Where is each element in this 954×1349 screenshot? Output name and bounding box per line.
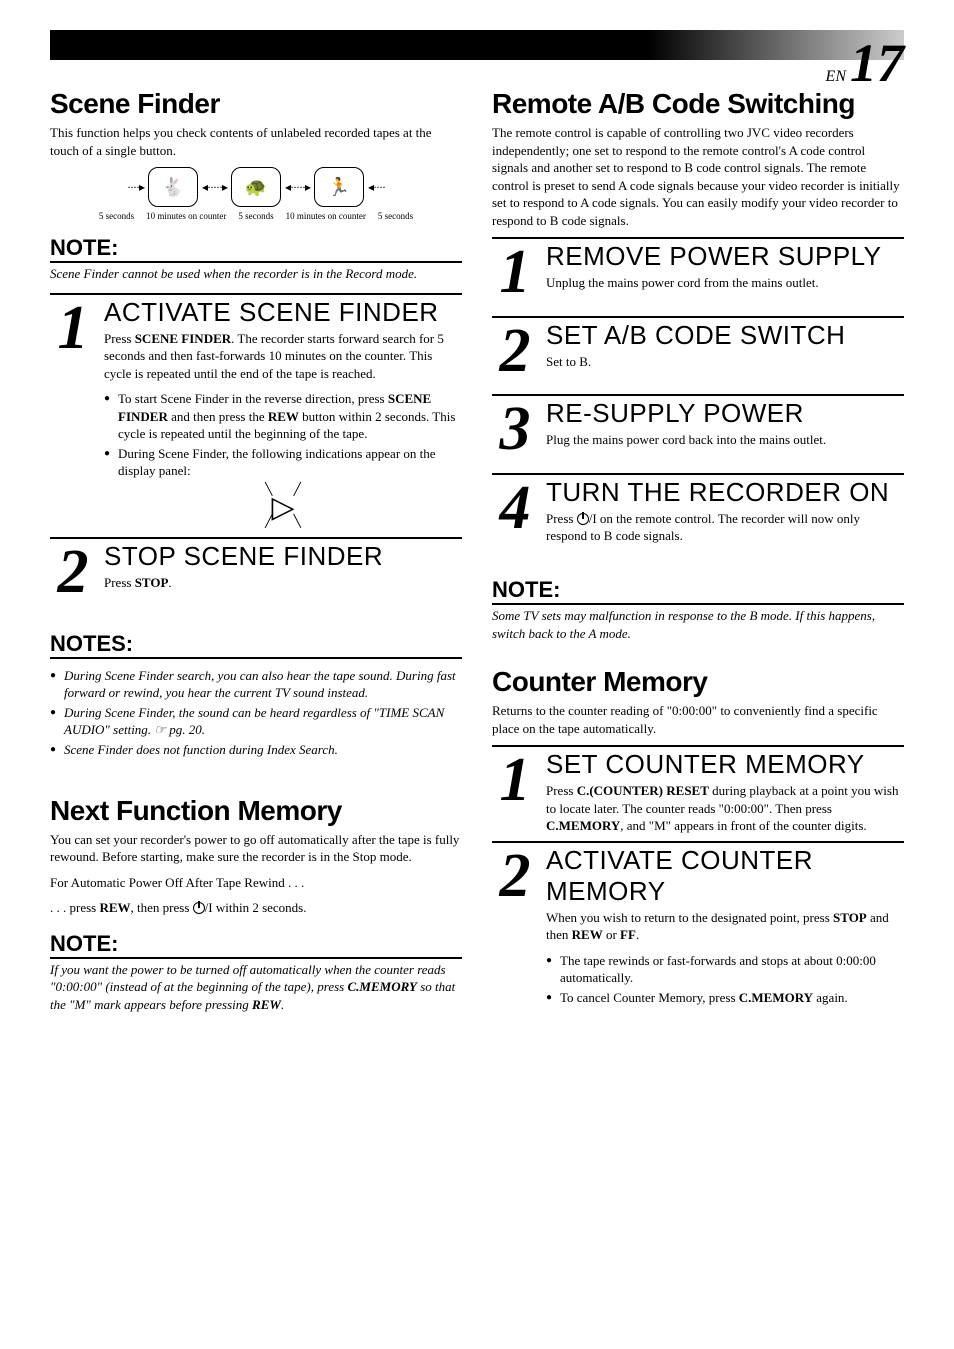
step-remove-power: 1 REMOVE POWER SUPPLY Unplug the mains p… [492, 237, 904, 310]
note-body: Some TV sets may malfunction in response… [492, 607, 904, 642]
step-number: 2 [492, 324, 538, 389]
step-title: TURN THE RECORDER ON [546, 477, 904, 508]
page-lang: EN [826, 68, 846, 85]
step-number: 2 [50, 545, 96, 601]
step-body: Press C.(COUNTER) RESET during playback … [546, 782, 904, 835]
scene-finder-intro: This function helps you check contents o… [50, 124, 462, 159]
step-number: 1 [492, 753, 538, 835]
diagram-label: 5 seconds [238, 211, 273, 221]
notes-list: During Scene Finder search, you can also… [50, 667, 462, 759]
step-stop-scene-finder: 2 STOP SCENE FINDER Press STOP. [50, 537, 462, 601]
note-body: Scene Finder cannot be used when the rec… [50, 265, 462, 283]
step-body: Press STOP. [104, 574, 462, 592]
remote-ab-intro: The remote control is capable of control… [492, 124, 904, 229]
step-title: SET COUNTER MEMORY [546, 749, 904, 780]
step-number: 1 [492, 245, 538, 310]
next-function-title: Next Function Memory [50, 795, 462, 827]
step-body: When you wish to return to the designate… [546, 909, 904, 944]
play-indicator-icon: ╲ ╱ ▷ ╱ ╲ [104, 490, 462, 525]
next-function-line2: For Automatic Power Off After Tape Rewin… [50, 874, 462, 892]
step-title: ACTIVATE COUNTER MEMORY [546, 845, 904, 907]
note-body: If you want the power to be turned off a… [50, 961, 462, 1014]
note-item: Scene Finder does not function during In… [50, 741, 462, 759]
note-item: During Scene Finder search, you can also… [50, 667, 462, 702]
notes-heading: NOTES: [50, 631, 462, 659]
page-num-value: 17 [850, 33, 904, 93]
step-activate-scene-finder: 1 ACTIVATE SCENE FINDER Press SCENE FIND… [50, 293, 462, 531]
counter-memory-intro: Returns to the counter reading of "0:00:… [492, 702, 904, 737]
step-title: ACTIVATE SCENE FINDER [104, 297, 462, 328]
diagram-arrow: ◂·····▸ [202, 180, 227, 195]
note-heading: NOTE: [50, 931, 462, 959]
scene-finder-diagram: ····▸ 🐇 ◂·····▸ 🐢 ◂·····▸ 🏃 ◂···· 5 seco… [70, 167, 442, 221]
diagram-label: 10 minutes on counter [286, 211, 366, 221]
step-bullets: The tape rewinds or fast-forwards and st… [546, 952, 904, 1007]
bullet-item: The tape rewinds or fast-forwards and st… [546, 952, 904, 987]
step-title: STOP SCENE FINDER [104, 541, 462, 572]
power-icon [577, 513, 589, 525]
note-item: During Scene Finder, the sound can be he… [50, 704, 462, 739]
step-number: 3 [492, 402, 538, 467]
step-set-counter-memory: 1 SET COUNTER MEMORY Press C.(COUNTER) R… [492, 745, 904, 835]
note-heading: NOTE: [50, 235, 462, 263]
step-title: REMOVE POWER SUPPLY [546, 241, 904, 272]
page-number: EN 17 [826, 32, 904, 94]
step-turn-recorder-on: 4 TURN THE RECORDER ON Press /I on the r… [492, 473, 904, 563]
scene-finder-title: Scene Finder [50, 88, 462, 120]
diagram-arrow: ····▸ [127, 180, 144, 195]
step-set-ab-switch: 2 SET A/B CODE SWITCH Set to B. [492, 316, 904, 389]
bullet-item: During Scene Finder, the following indic… [104, 445, 462, 480]
step-body: Set to B. [546, 353, 904, 371]
step-body: Press SCENE FINDER. The recorder starts … [104, 330, 462, 383]
counter-memory-title: Counter Memory [492, 666, 904, 698]
left-column: Scene Finder This function helps you che… [50, 82, 462, 1023]
note-heading: NOTE: [492, 577, 904, 605]
step-body: Press /I on the remote control. The reco… [546, 510, 904, 545]
step-title: RE-SUPPLY POWER [546, 398, 904, 429]
clip-icon: 🐢 [231, 167, 281, 207]
step-activate-counter-memory: 2 ACTIVATE COUNTER MEMORY When you wish … [492, 841, 904, 1009]
diagram-label: 5 seconds [99, 211, 134, 221]
diagram-label: 5 seconds [378, 211, 413, 221]
step-number: 1 [50, 301, 96, 531]
bullet-item: To cancel Counter Memory, press C.MEMORY… [546, 989, 904, 1007]
step-resupply-power: 3 RE-SUPPLY POWER Plug the mains power c… [492, 394, 904, 467]
diagram-arrow: ◂·····▸ [285, 180, 310, 195]
step-bullets: To start Scene Finder in the reverse dir… [104, 390, 462, 480]
step-title: SET A/B CODE SWITCH [546, 320, 904, 351]
power-icon [193, 902, 205, 914]
bullet-item: To start Scene Finder in the reverse dir… [104, 390, 462, 443]
diagram-arrow: ◂···· [368, 180, 385, 195]
clip-icon: 🐇 [148, 167, 198, 207]
step-body: Unplug the mains power cord from the mai… [546, 274, 904, 292]
step-number: 2 [492, 849, 538, 1009]
next-function-line3: . . . press REW, then press /I within 2 … [50, 899, 462, 917]
right-column: Remote A/B Code Switching The remote con… [492, 82, 904, 1023]
diagram-label: 10 minutes on counter [146, 211, 226, 221]
step-body: Plug the mains power cord back into the … [546, 431, 904, 449]
step-number: 4 [492, 481, 538, 563]
clip-icon: 🏃 [314, 167, 364, 207]
next-function-intro: You can set your recorder's power to go … [50, 831, 462, 866]
header-bar: EN 17 [50, 30, 904, 60]
